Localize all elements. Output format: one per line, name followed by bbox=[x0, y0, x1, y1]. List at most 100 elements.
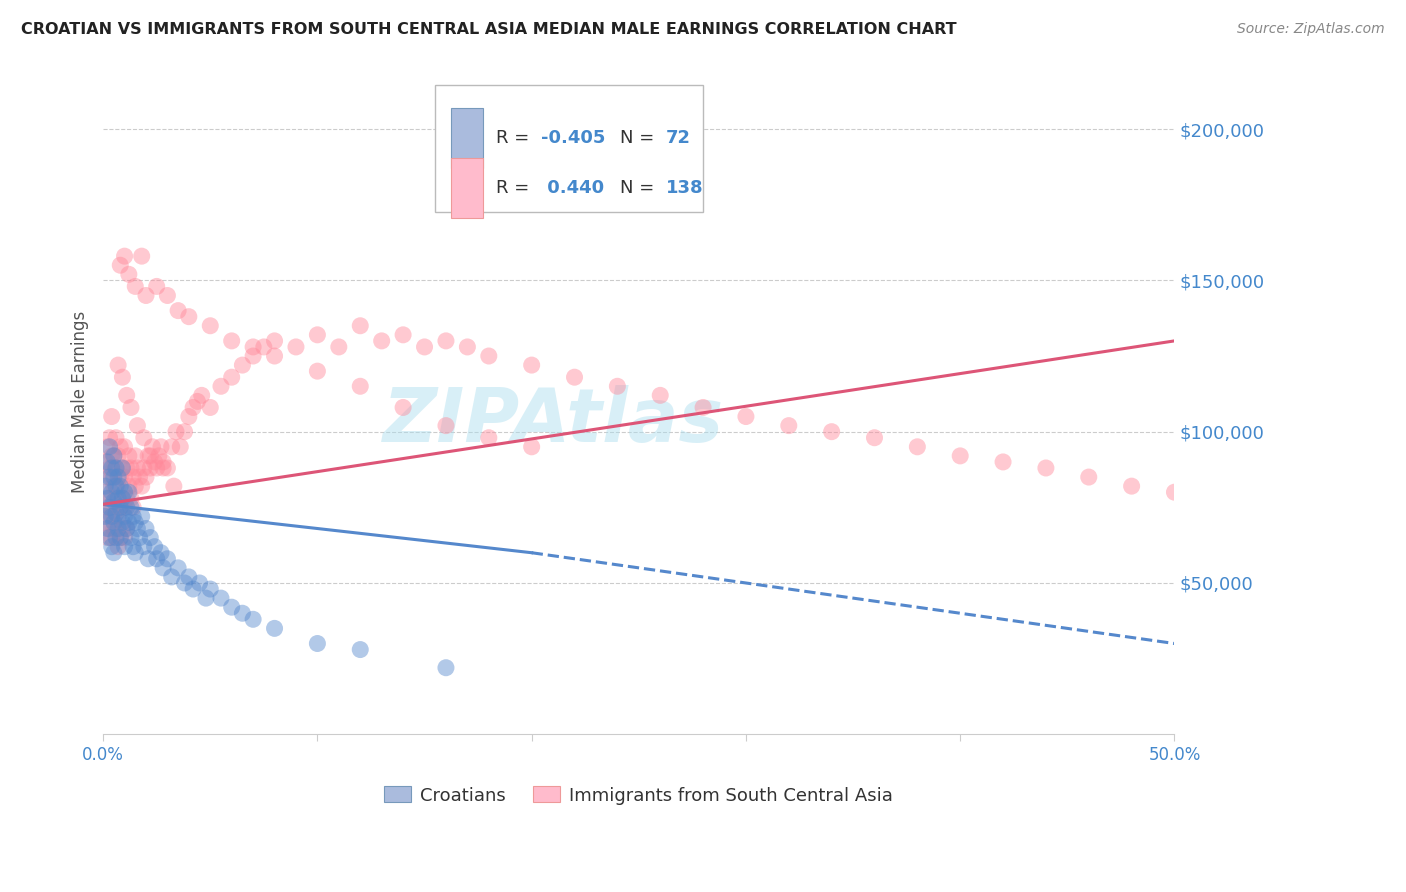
Point bbox=[114, 249, 136, 263]
Point bbox=[173, 576, 195, 591]
Point bbox=[145, 551, 167, 566]
Point bbox=[231, 358, 253, 372]
Point bbox=[115, 388, 138, 402]
Legend: Croatians, Immigrants from South Central Asia: Croatians, Immigrants from South Central… bbox=[377, 779, 900, 812]
Point bbox=[263, 349, 285, 363]
Point bbox=[110, 500, 132, 515]
Point bbox=[650, 388, 672, 402]
Point bbox=[143, 540, 166, 554]
Point bbox=[104, 491, 127, 506]
Point bbox=[156, 461, 179, 475]
Point bbox=[200, 318, 222, 333]
Point bbox=[111, 522, 134, 536]
Point bbox=[104, 461, 127, 475]
Point bbox=[111, 461, 134, 475]
Point bbox=[135, 288, 157, 302]
Point bbox=[285, 340, 308, 354]
Point bbox=[100, 461, 122, 475]
Point bbox=[349, 642, 371, 657]
Point bbox=[122, 509, 145, 524]
Point bbox=[478, 431, 501, 445]
Point bbox=[120, 461, 142, 475]
Text: CROATIAN VS IMMIGRANTS FROM SOUTH CENTRAL ASIA MEDIAN MALE EARNINGS CORRELATION : CROATIAN VS IMMIGRANTS FROM SOUTH CENTRA… bbox=[21, 22, 956, 37]
Point bbox=[118, 268, 141, 282]
Point bbox=[242, 612, 264, 626]
Point bbox=[392, 327, 415, 342]
Point bbox=[949, 449, 972, 463]
Text: -0.405: -0.405 bbox=[541, 129, 606, 147]
Point bbox=[136, 449, 159, 463]
Point bbox=[124, 546, 146, 560]
Point bbox=[104, 531, 127, 545]
Point bbox=[141, 440, 163, 454]
Point bbox=[139, 461, 162, 475]
Point bbox=[98, 440, 121, 454]
Point bbox=[413, 340, 436, 354]
Text: N =: N = bbox=[620, 129, 659, 147]
Point bbox=[100, 500, 122, 515]
Point bbox=[231, 606, 253, 620]
Point bbox=[114, 440, 136, 454]
Point bbox=[606, 379, 628, 393]
Point bbox=[307, 327, 329, 342]
Point bbox=[392, 401, 415, 415]
Point bbox=[132, 461, 155, 475]
Point bbox=[135, 522, 157, 536]
Point bbox=[115, 500, 138, 515]
Point bbox=[242, 340, 264, 354]
Point bbox=[110, 500, 132, 515]
Point bbox=[127, 418, 149, 433]
Point bbox=[100, 470, 122, 484]
Point bbox=[120, 491, 142, 506]
Point bbox=[100, 531, 122, 545]
Point bbox=[111, 461, 134, 475]
Point bbox=[434, 334, 457, 348]
FancyBboxPatch shape bbox=[451, 109, 484, 169]
Point bbox=[221, 370, 243, 384]
Point bbox=[209, 591, 232, 606]
Point bbox=[100, 540, 122, 554]
Point bbox=[96, 522, 118, 536]
Point bbox=[1121, 479, 1143, 493]
Point bbox=[242, 349, 264, 363]
Point bbox=[96, 470, 118, 484]
Point bbox=[98, 461, 121, 475]
Point bbox=[520, 440, 543, 454]
FancyBboxPatch shape bbox=[451, 159, 484, 219]
Point bbox=[349, 318, 371, 333]
Point bbox=[107, 509, 129, 524]
Point bbox=[194, 591, 217, 606]
Point bbox=[152, 461, 174, 475]
Point bbox=[167, 303, 190, 318]
Point bbox=[132, 431, 155, 445]
Point bbox=[139, 449, 162, 463]
Point bbox=[307, 636, 329, 650]
Point bbox=[100, 509, 122, 524]
Point bbox=[128, 470, 150, 484]
Point bbox=[110, 440, 132, 454]
Point bbox=[94, 479, 117, 493]
Point bbox=[145, 279, 167, 293]
Point bbox=[94, 485, 117, 500]
Point bbox=[107, 449, 129, 463]
Point bbox=[132, 540, 155, 554]
Point bbox=[114, 531, 136, 545]
Point bbox=[98, 470, 121, 484]
Text: 138: 138 bbox=[665, 179, 703, 197]
Point bbox=[478, 349, 501, 363]
Point bbox=[188, 576, 211, 591]
Point bbox=[107, 540, 129, 554]
Point bbox=[120, 531, 142, 545]
Point bbox=[221, 600, 243, 615]
Point bbox=[122, 540, 145, 554]
Point bbox=[122, 470, 145, 484]
Point bbox=[103, 461, 125, 475]
Point bbox=[149, 440, 172, 454]
Point bbox=[100, 449, 122, 463]
Point bbox=[98, 509, 121, 524]
Point bbox=[115, 491, 138, 506]
Point bbox=[520, 358, 543, 372]
Point bbox=[115, 522, 138, 536]
Point bbox=[124, 449, 146, 463]
Point bbox=[263, 334, 285, 348]
